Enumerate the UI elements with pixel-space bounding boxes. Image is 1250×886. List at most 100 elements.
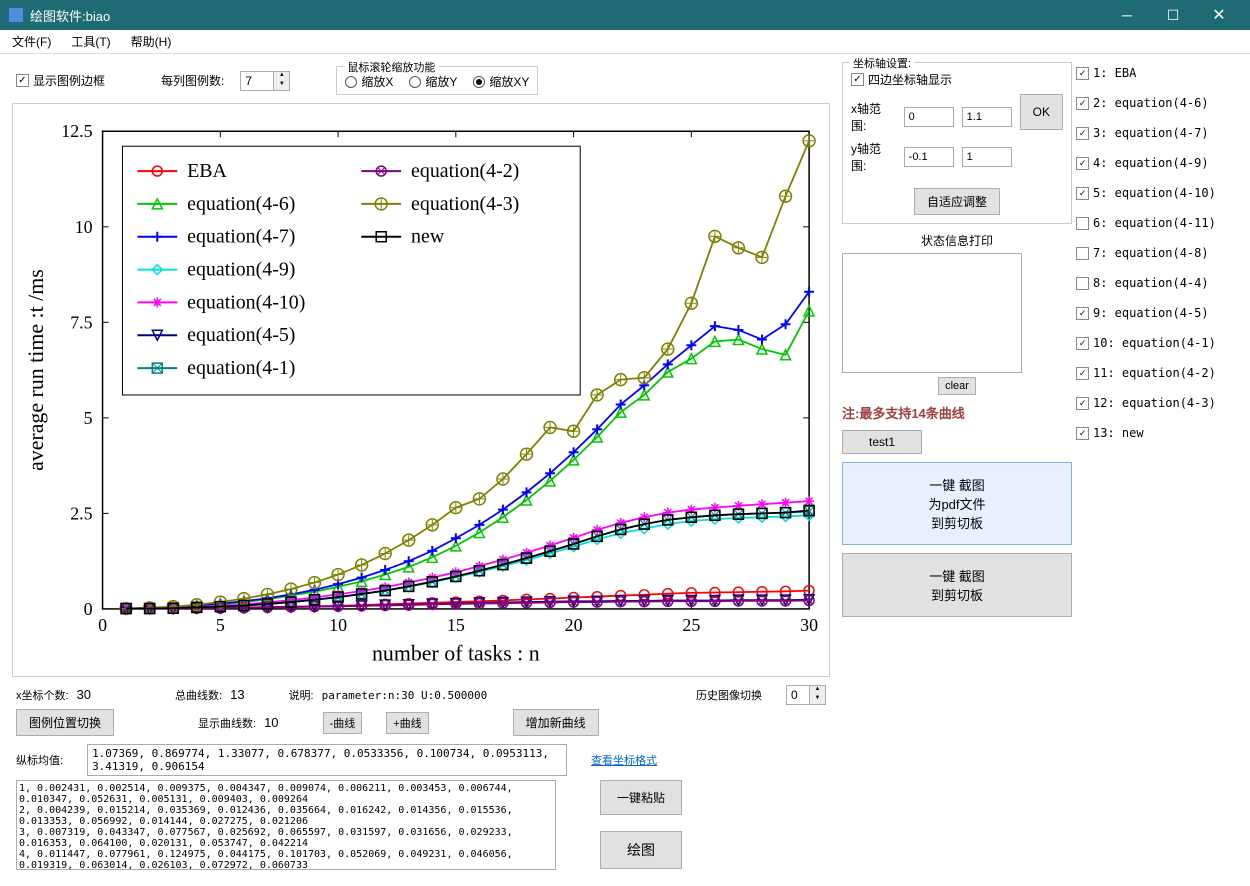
history-label: 历史图像切换 <box>696 690 762 702</box>
pdf-clipboard-button[interactable]: 一键 截图 为pdf文件 到剪切板 <box>842 462 1072 545</box>
checkbox-icon <box>1076 217 1089 230</box>
show-curves-value: 10 <box>264 715 278 730</box>
svg-text:12.5: 12.5 <box>61 121 92 141</box>
y-avg-textbox[interactable]: 1.07369, 0.869774, 1.33077, 0.678377, 0.… <box>87 744 567 776</box>
checkbox-icon <box>16 74 29 87</box>
svg-text:equation(4-9): equation(4-9) <box>187 259 295 281</box>
curve-checkbox-4[interactable]: 5: equation(4-10) <box>1076 186 1238 200</box>
curve-checkbox-6[interactable]: 7: equation(4-8) <box>1076 246 1238 260</box>
four-axis-checkbox[interactable]: 四边坐标轴显示 <box>851 71 1063 88</box>
titlebar: 绘图软件:biao ─ ☐ ✕ <box>0 0 1250 30</box>
data-textarea[interactable]: 1, 0.002431, 0.002514, 0.009375, 0.00434… <box>16 780 556 870</box>
status-textarea[interactable] <box>842 253 1022 373</box>
checkbox-icon <box>851 73 864 86</box>
minimize-button[interactable]: ─ <box>1104 0 1150 30</box>
svg-text:EBA: EBA <box>187 160 227 182</box>
curve-checkbox-11[interactable]: 12: equation(4-3) <box>1076 396 1238 410</box>
curve-checkbox-7[interactable]: 8: equation(4-4) <box>1076 276 1238 290</box>
y-min-input[interactable] <box>904 147 954 167</box>
status-title: 状态信息打印 <box>842 232 1072 249</box>
svg-text:7.5: 7.5 <box>70 312 92 332</box>
checkbox-icon <box>1076 127 1089 140</box>
svg-text:0: 0 <box>84 599 93 619</box>
plus-curve-button[interactable]: +曲线 <box>386 712 428 734</box>
checkbox-icon <box>1076 367 1089 380</box>
svg-text:2.5: 2.5 <box>70 503 92 523</box>
svg-text:5: 5 <box>84 408 93 428</box>
total-curves-label: 总曲线数: <box>175 690 222 702</box>
draw-button[interactable]: 绘图 <box>600 831 682 869</box>
curve-checkbox-5[interactable]: 6: equation(4-11) <box>1076 216 1238 230</box>
svg-text:equation(4-2): equation(4-2) <box>411 160 519 182</box>
main-window: 绘图软件:biao ─ ☐ ✕ 文件(F) 工具(T) 帮助(H) 显示图例边框… <box>0 0 1250 886</box>
zoom-radio-group: 鼠标滚轮缩放功能 缩放X 缩放Y 缩放XY <box>336 66 538 95</box>
max-curves-note: 注:最多支持14条曲线 <box>842 403 1072 422</box>
checkbox-icon <box>1076 277 1089 290</box>
auto-adjust-button[interactable]: 自适应调整 <box>914 188 1000 215</box>
svg-text:equation(4-3): equation(4-3) <box>411 193 519 215</box>
svg-text:equation(4-5): equation(4-5) <box>187 324 295 346</box>
view-format-link[interactable]: 查看坐标格式 <box>591 752 657 768</box>
total-curves-value: 13 <box>230 687 244 702</box>
zoom-x-radio[interactable]: 缩放X <box>345 73 393 90</box>
app-icon <box>8 7 24 23</box>
x-min-input[interactable] <box>904 107 954 127</box>
curve-checkbox-0[interactable]: 1: EBA <box>1076 66 1238 80</box>
desc-label: 说明: <box>289 690 314 702</box>
legend-cols-label: 每列图例数: <box>161 72 224 89</box>
svg-text:equation(4-10): equation(4-10) <box>187 291 305 313</box>
svg-text:number of tasks : n: number of tasks : n <box>372 641 540 666</box>
desc-value: parameter:n:30 U:0.500000 <box>322 689 488 702</box>
svg-text:equation(4-6): equation(4-6) <box>187 193 295 215</box>
paste-button[interactable]: 一键粘贴 <box>600 780 682 815</box>
curve-checkbox-1[interactable]: 2: equation(4-6) <box>1076 96 1238 110</box>
menubar: 文件(F) 工具(T) 帮助(H) <box>0 30 1250 54</box>
svg-text:equation(4-7): equation(4-7) <box>187 226 295 248</box>
clipboard-button[interactable]: 一键 截图 到剪切板 <box>842 553 1072 617</box>
svg-text:15: 15 <box>447 615 465 635</box>
ok-button[interactable]: OK <box>1020 94 1063 130</box>
svg-text:5: 5 <box>216 615 225 635</box>
curve-checkbox-10[interactable]: 11: equation(4-2) <box>1076 366 1238 380</box>
y-range-label: y轴范围: <box>851 140 896 174</box>
test-button[interactable]: test1 <box>842 430 922 454</box>
menu-help[interactable]: 帮助(H) <box>127 31 176 52</box>
curve-checkbox-9[interactable]: 10: equation(4-1) <box>1076 336 1238 350</box>
y-max-input[interactable] <box>962 147 1012 167</box>
show-curves-label: 显示曲线数: <box>198 718 256 730</box>
checkbox-icon <box>1076 427 1089 440</box>
svg-text:average run time :t /ms: average run time :t /ms <box>23 269 48 471</box>
show-legend-border-checkbox[interactable]: 显示图例边框 <box>16 72 105 89</box>
legend-pos-button[interactable]: 图例位置切换 <box>16 709 114 736</box>
svg-text:10: 10 <box>329 615 347 635</box>
zoom-xy-radio[interactable]: 缩放XY <box>473 73 529 90</box>
chart-area[interactable]: 05101520253002.557.51012.5number of task… <box>12 103 830 677</box>
checkbox-icon <box>1076 337 1089 350</box>
svg-text:equation(4-1): equation(4-1) <box>187 357 295 379</box>
curve-checkbox-3[interactable]: 4: equation(4-9) <box>1076 156 1238 170</box>
y-avg-label: 纵标均值: <box>16 752 63 768</box>
chart-svg: 05101520253002.557.51012.5number of task… <box>13 104 829 676</box>
x-max-input[interactable] <box>962 107 1012 127</box>
minus-curve-button[interactable]: -曲线 <box>323 712 363 734</box>
clear-button[interactable]: clear <box>938 377 976 395</box>
window-title: 绘图软件:biao <box>30 6 1104 25</box>
curve-list: 1: EBA 2: equation(4-6) 3: equation(4-7) 4:… <box>1072 62 1242 878</box>
history-spinner[interactable]: 0 ▲▼ <box>786 685 826 705</box>
zoom-y-radio[interactable]: 缩放Y <box>409 73 457 90</box>
x-range-label: x轴范围: <box>851 100 896 134</box>
checkbox-icon <box>1076 307 1089 320</box>
close-button[interactable]: ✕ <box>1196 0 1242 30</box>
svg-text:25: 25 <box>682 615 700 635</box>
legend-cols-spinner[interactable]: 7 ▲▼ <box>240 71 290 91</box>
add-curve-button[interactable]: 增加新曲线 <box>513 709 599 736</box>
svg-text:20: 20 <box>565 615 583 635</box>
menu-tools[interactable]: 工具(T) <box>67 31 114 52</box>
menu-file[interactable]: 文件(F) <box>8 31 55 52</box>
x-count-label: x坐标个数: <box>16 690 69 702</box>
curve-checkbox-12[interactable]: 13: new <box>1076 426 1238 440</box>
curve-checkbox-8[interactable]: 9: equation(4-5) <box>1076 306 1238 320</box>
maximize-button[interactable]: ☐ <box>1150 0 1196 30</box>
svg-text:30: 30 <box>800 615 818 635</box>
curve-checkbox-2[interactable]: 3: equation(4-7) <box>1076 126 1238 140</box>
